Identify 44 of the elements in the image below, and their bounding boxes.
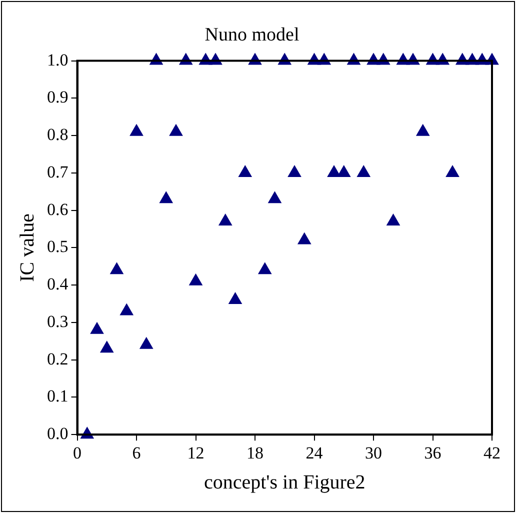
- point: [337, 165, 350, 177]
- x-tick-label: 24: [306, 443, 324, 462]
- y-tick-label: 0.9: [47, 88, 68, 107]
- y-tick-label: 0.6: [47, 200, 68, 219]
- y-tick-label: 1.0: [47, 50, 68, 70]
- point: [120, 304, 134, 316]
- y-tick-label: 0.3: [47, 312, 68, 331]
- point: [140, 337, 153, 349]
- y-tick-label: 0.1: [47, 386, 68, 406]
- y-tick-label: 0.7: [47, 162, 69, 182]
- y-tick-label: 0.2: [47, 349, 68, 368]
- point: [189, 274, 202, 286]
- point: [258, 262, 272, 274]
- x-tick-label: 6: [132, 443, 141, 462]
- x-tick-label: 30: [365, 443, 382, 462]
- y-tick-label: 0.8: [47, 125, 68, 144]
- point: [160, 192, 173, 204]
- point: [238, 165, 252, 177]
- y-axis-title: IC value: [16, 213, 38, 282]
- point: [327, 165, 341, 177]
- point: [130, 124, 144, 136]
- chart-title: Nuno model: [204, 24, 300, 46]
- point: [218, 214, 232, 226]
- point: [100, 341, 114, 353]
- y-tick-label: 0.0: [47, 424, 68, 444]
- point: [288, 165, 302, 177]
- point: [228, 292, 242, 304]
- point: [90, 322, 104, 334]
- x-tick-label: 36: [424, 443, 442, 462]
- point: [110, 262, 124, 274]
- y-tick-label: 0.4: [47, 274, 69, 294]
- point: [386, 214, 400, 226]
- x-tick-label: 12: [187, 443, 204, 462]
- point: [416, 124, 430, 136]
- x-tick-label: 18: [246, 443, 264, 462]
- x-axis-title: concept's in Figure2: [204, 471, 366, 494]
- point: [268, 192, 282, 204]
- x-tick-label: 0: [73, 443, 82, 462]
- point: [446, 165, 460, 177]
- point: [298, 232, 311, 244]
- point: [169, 124, 183, 136]
- point: [357, 165, 370, 177]
- x-tick-label: 42: [484, 443, 500, 462]
- y-tick-label: 0.5: [47, 237, 68, 256]
